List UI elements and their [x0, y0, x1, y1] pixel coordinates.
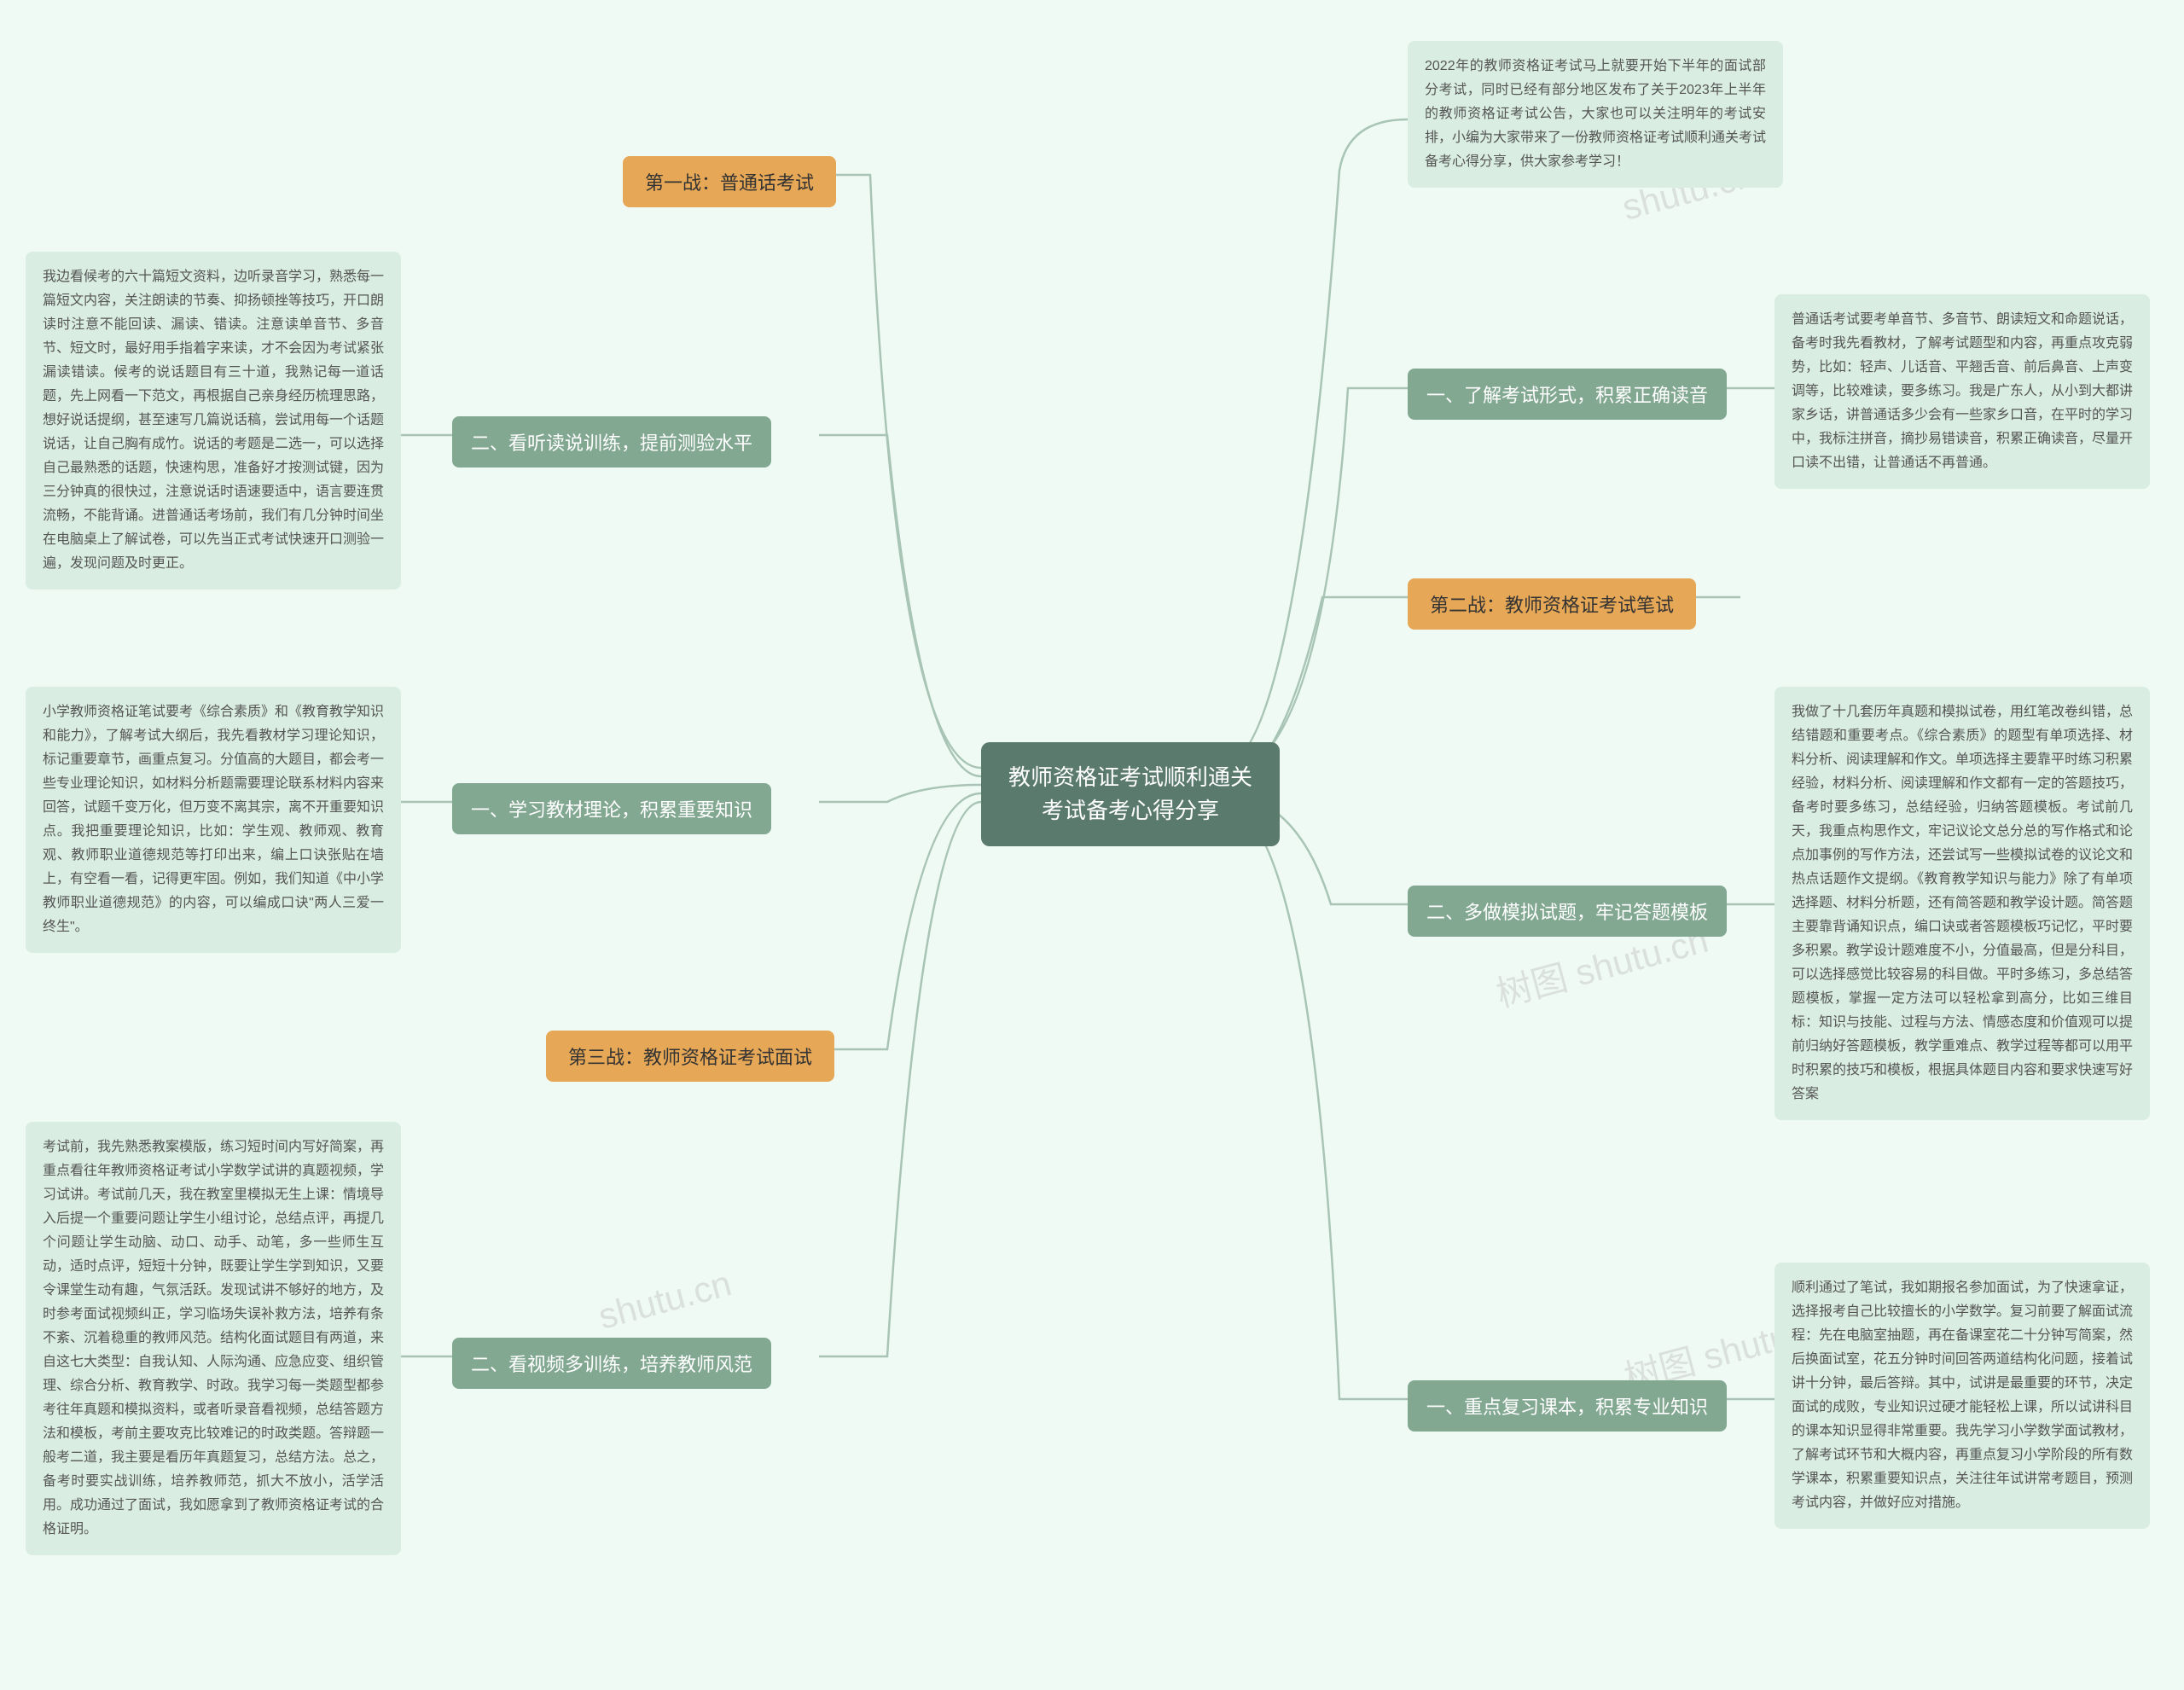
- intro-content: 2022年的教师资格证考试马上就要开始下半年的面试部分考试，同时已经有部分地区发…: [1408, 41, 1783, 188]
- center-node: 教师资格证考试顺利通关 考试备考心得分享: [981, 742, 1280, 846]
- battle2-text: 第二战：教师资格证考试笔试: [1430, 595, 1674, 616]
- watermark: shutu.cn: [594, 1263, 735, 1337]
- battle3-sub1: 一、重点复习课本，积累专业知识: [1408, 1380, 1727, 1432]
- battle2-sub2-content: 我做了十几套历年真题和模拟试卷，用红笔改卷纠错，总结错题和重要考点。《综合素质》…: [1774, 687, 2150, 1120]
- battle1-sub2-text: 我边看候考的六十篇短文资料，边听录音学习，熟悉每一篇短文内容，关注朗读的节奏、抑…: [43, 270, 384, 571]
- battle2-sub1-content: 小学教师资格证笔试要考《综合素质》和《教育教学知识和能力》，了解考试大纲后，我先…: [26, 687, 401, 953]
- intro-text: 2022年的教师资格证考试马上就要开始下半年的面试部分考试，同时已经有部分地区发…: [1425, 59, 1766, 169]
- center-title: 教师资格证考试顺利通关 考试备考心得分享: [1008, 764, 1252, 823]
- battle1-sub1-text: 普通话考试要考单音节、多音节、朗读短文和命题说话，备考时我先看教材，了解考试题型…: [1792, 312, 2133, 470]
- battle3-sub2: 二、看视频多训练，培养教师风范: [452, 1338, 771, 1389]
- battle2-sub1-text: 小学教师资格证笔试要考《综合素质》和《教育教学知识和能力》，了解考试大纲后，我先…: [43, 705, 384, 934]
- battle2-sub2-text: 我做了十几套历年真题和模拟试卷，用红笔改卷纠错，总结错题和重要考点。《综合素质》…: [1792, 705, 2133, 1101]
- battle1-label: 第一战：普通话考试: [623, 156, 836, 207]
- battle3-sub1-label: 一、重点复习课本，积累专业知识: [1426, 1397, 1708, 1418]
- battle3-text: 第三战：教师资格证考试面试: [568, 1047, 812, 1068]
- battle3-sub2-label: 二、看视频多训练，培养教师风范: [471, 1354, 752, 1375]
- battle2-label: 第二战：教师资格证考试笔试: [1408, 578, 1696, 630]
- battle1-sub1-label: 一、了解考试形式，积累正确读音: [1426, 385, 1708, 406]
- battle3-sub1-text: 顺利通过了笔试，我如期报名参加面试，为了快速拿证，选择报考自己比较擅长的小学数学…: [1792, 1281, 2133, 1510]
- battle1-text: 第一战：普通话考试: [645, 172, 814, 194]
- battle1-sub2-content: 我边看候考的六十篇短文资料，边听录音学习，熟悉每一篇短文内容，关注朗读的节奏、抑…: [26, 252, 401, 589]
- battle3-label: 第三战：教师资格证考试面试: [546, 1031, 834, 1082]
- battle1-sub1-content: 普通话考试要考单音节、多音节、朗读短文和命题说话，备考时我先看教材，了解考试题型…: [1774, 294, 2150, 489]
- battle1-sub1: 一、了解考试形式，积累正确读音: [1408, 369, 1727, 420]
- battle1-sub2-label: 二、看听读说训练，提前测验水平: [471, 433, 752, 454]
- battle3-sub2-content: 考试前，我先熟悉教案模版，练习短时间内写好简案，再重点看往年教师资格证考试小学数…: [26, 1122, 401, 1555]
- battle2-sub2-label: 二、多做模拟试题，牢记答题模板: [1426, 902, 1708, 923]
- battle1-sub2: 二、看听读说训练，提前测验水平: [452, 416, 771, 468]
- battle3-sub1-content: 顺利通过了笔试，我如期报名参加面试，为了快速拿证，选择报考自己比较擅长的小学数学…: [1774, 1263, 2150, 1529]
- battle2-sub1-label: 一、学习教材理论，积累重要知识: [471, 799, 752, 821]
- battle3-sub2-text: 考试前，我先熟悉教案模版，练习短时间内写好简案，再重点看往年教师资格证考试小学数…: [43, 1140, 384, 1536]
- battle2-sub1: 一、学习教材理论，积累重要知识: [452, 783, 771, 834]
- battle2-sub2: 二、多做模拟试题，牢记答题模板: [1408, 886, 1727, 937]
